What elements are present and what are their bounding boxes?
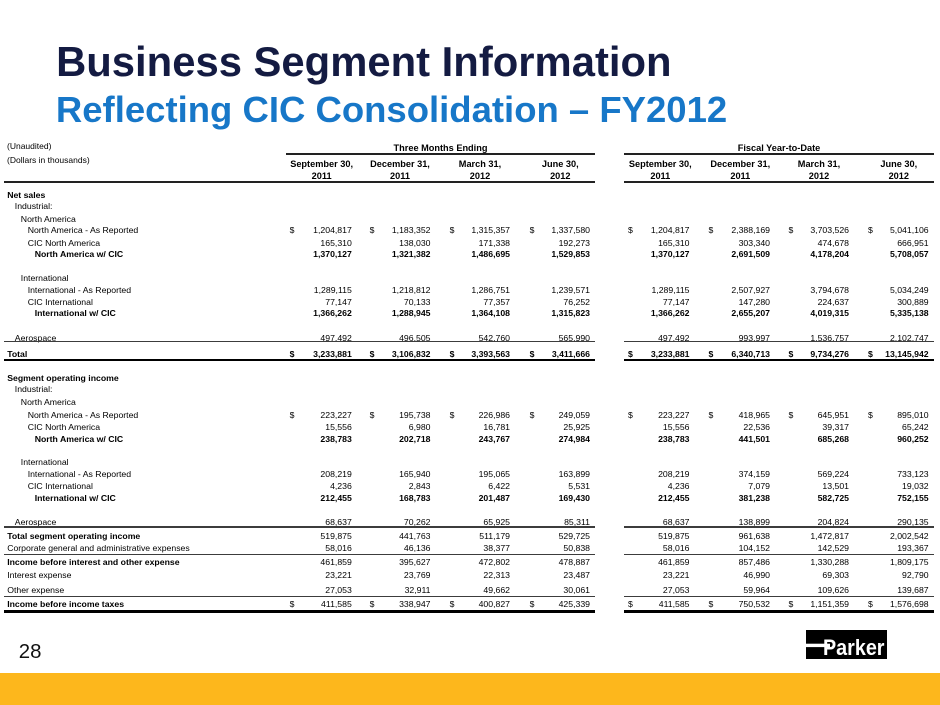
svg-text:Parker: Parker (823, 635, 885, 659)
